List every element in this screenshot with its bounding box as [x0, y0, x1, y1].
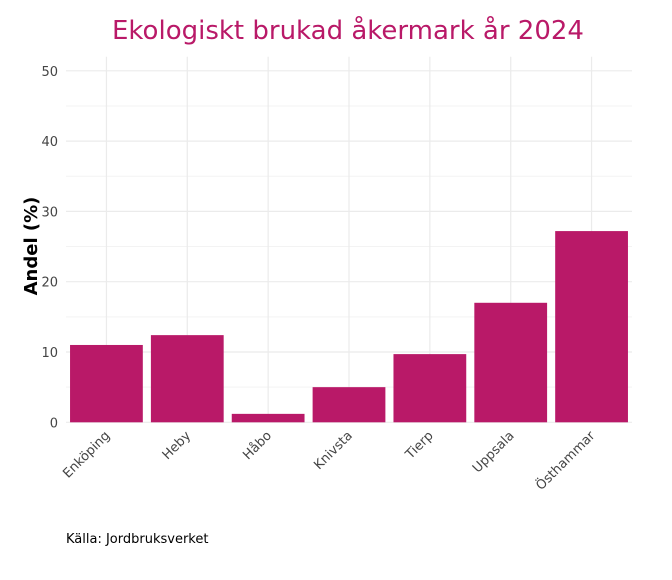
y-tick-label: 30 [41, 205, 58, 220]
y-axis-label: Andel (%) [21, 197, 42, 296]
y-tick-label: 0 [50, 416, 58, 431]
y-tick-label: 10 [41, 346, 58, 361]
x-tick-label: Uppsala [470, 429, 518, 477]
bar-östhammar [555, 231, 628, 423]
bar-håbo [231, 413, 305, 423]
x-tick-label: Tierp [402, 429, 436, 463]
y-tick-label: 20 [41, 276, 58, 291]
bar-uppsala [474, 302, 548, 423]
bar-knivsta [312, 387, 386, 423]
y-tick-label: 50 [41, 65, 58, 80]
caption: Källa: Jordbruksverket [66, 532, 208, 547]
y-tick-label: 40 [41, 135, 58, 150]
x-tick-label: Heby [160, 428, 195, 463]
x-tick-label: Knivsta [311, 429, 355, 473]
chart-title: Ekologiskt brukad åkermark år 2024 [112, 15, 584, 46]
bar-enköping [70, 344, 143, 423]
x-tick-label: Håbo [240, 428, 275, 463]
bar-heby [150, 335, 224, 423]
bar-tierp [393, 354, 467, 423]
x-tick-label: Östhammar [532, 427, 599, 494]
x-tick-label: Enköping [60, 429, 113, 482]
